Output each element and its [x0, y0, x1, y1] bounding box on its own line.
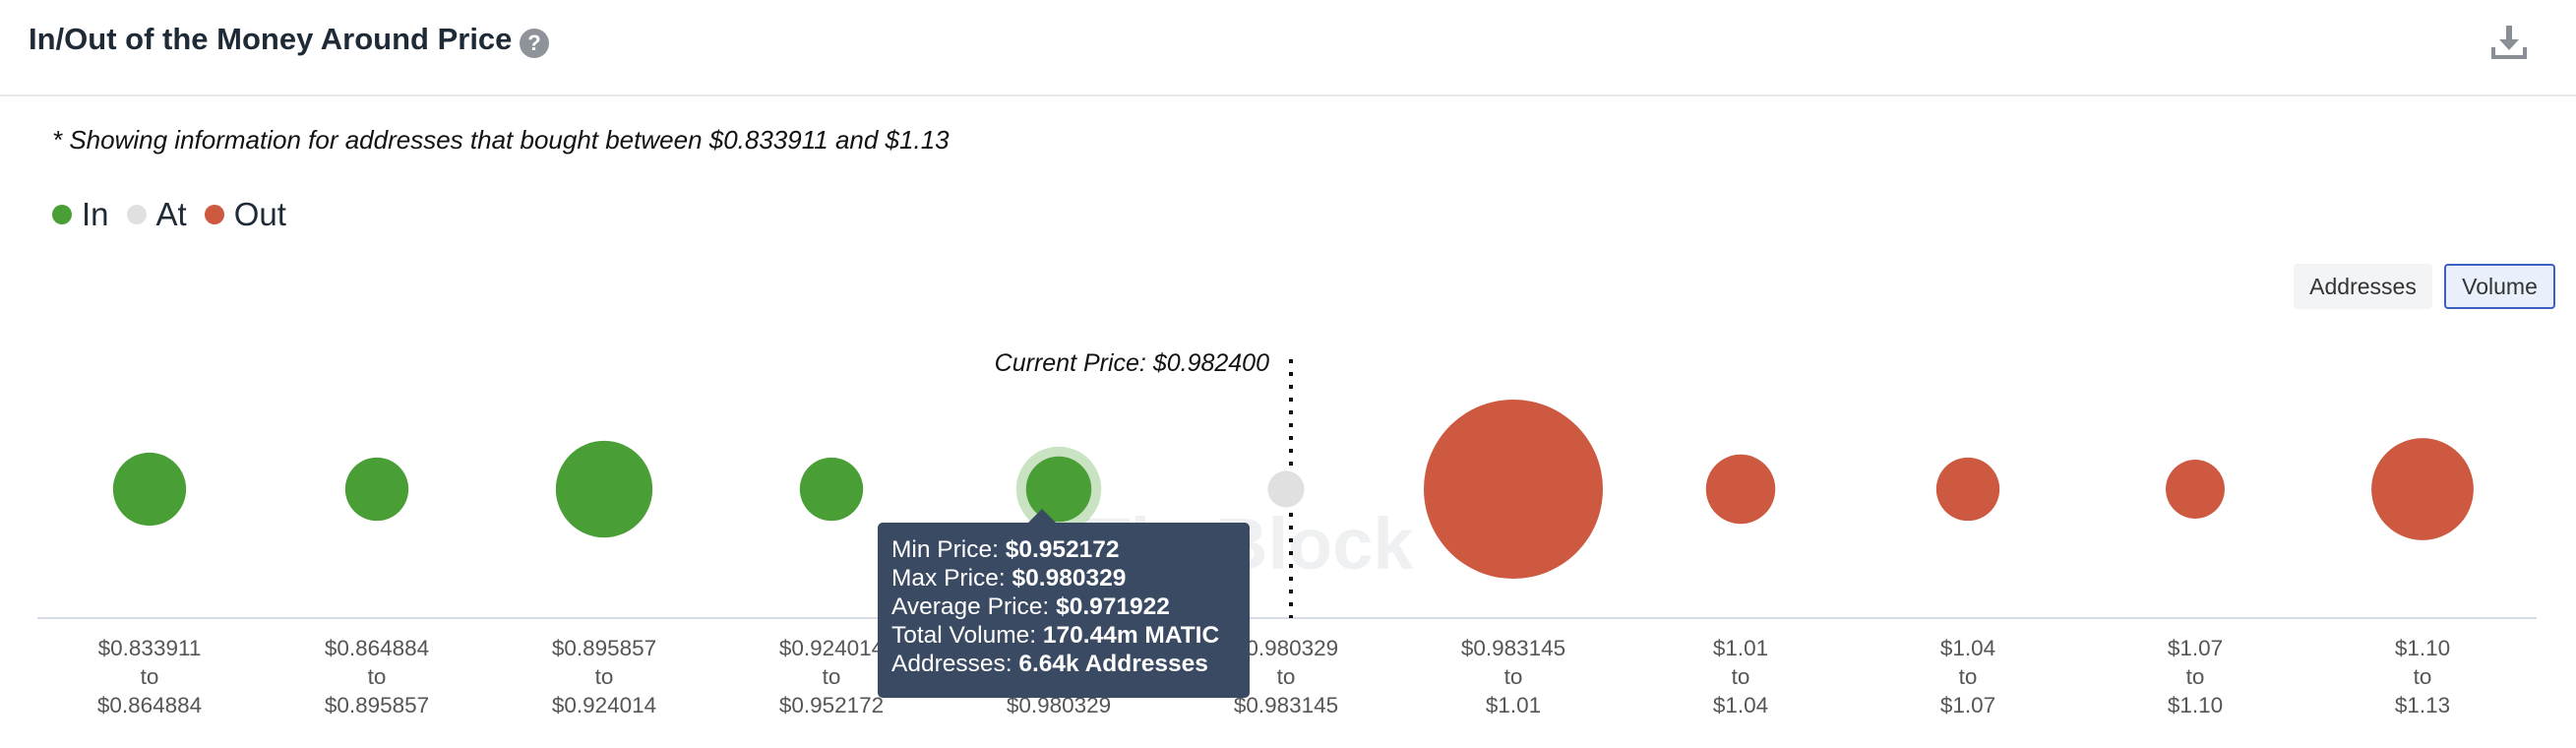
tick-label-connector: to — [368, 664, 387, 689]
tick-label-from: $0.864884 — [325, 636, 429, 660]
tick-label-to: $0.924014 — [552, 693, 656, 717]
legend-label-out: Out — [233, 196, 286, 232]
tick-label-to: $1.13 — [2395, 693, 2450, 717]
volume-toggle-button[interactable]: Volume — [2444, 264, 2555, 309]
bubble-in[interactable] — [555, 440, 653, 538]
tick-label-to: $0.983145 — [1234, 693, 1338, 717]
tick-label-from: $1.10 — [2395, 636, 2450, 660]
chart-header: In/Out of the Money Around Price ? — [0, 0, 2576, 96]
bubble-in[interactable] — [344, 457, 409, 522]
tooltip-avg-value: $0.971922 — [1056, 593, 1170, 620]
tick-label-from: $0.895857 — [552, 636, 656, 660]
tooltip-min-price: Min Price: $0.952172 — [891, 535, 1236, 564]
bubble-in[interactable] — [799, 457, 864, 522]
tick-label-connector: to — [141, 664, 159, 689]
tooltip-max-price: Max Price: $0.980329 — [891, 564, 1236, 592]
tooltip-min-label: Min Price: — [891, 536, 999, 563]
tooltip-addr-value: 6.64k Addresses — [1018, 651, 1208, 677]
bubble-out[interactable] — [1424, 400, 1603, 579]
tick-label-connector: to — [2414, 664, 2432, 689]
tick-label-connector: to — [1732, 664, 1750, 689]
info-note: * Showing information for addresses that… — [52, 125, 950, 155]
legend-dot-at — [126, 205, 147, 224]
tick-label-from: $0.980329 — [1234, 636, 1338, 660]
tick-label-from: $0.833911 — [98, 636, 202, 660]
tick-label-to: $0.895857 — [325, 693, 429, 717]
tooltip-min-value: $0.952172 — [1005, 536, 1120, 563]
tick-label-connector: to — [823, 664, 841, 689]
tooltip: Min Price: $0.952172 Max Price: $0.98032… — [878, 509, 1250, 698]
current-price-label: Current Price: $0.982400 — [995, 349, 1269, 377]
bubble-in[interactable] — [1025, 456, 1092, 523]
bubble-out[interactable] — [1705, 454, 1776, 525]
legend-item-out[interactable]: Out — [204, 196, 286, 233]
tick-label-from: $0.983145 — [1461, 636, 1565, 660]
bubble-out[interactable] — [2166, 460, 2225, 519]
tick-label-to: $1.10 — [2168, 693, 2223, 717]
tick-label-connector: to — [2186, 664, 2205, 689]
tooltip-vol-value: 170.44m MATIC — [1042, 622, 1220, 649]
tick-label-to: $1.07 — [1940, 693, 1995, 717]
tick-label-from: $1.04 — [1940, 636, 1995, 660]
legend-item-in[interactable]: In — [52, 196, 109, 233]
legend-item-at[interactable]: At — [126, 196, 187, 233]
tick-label-connector: to — [1959, 664, 1978, 689]
addresses-toggle-button[interactable]: Addresses — [2294, 264, 2432, 309]
legend-label-at: At — [155, 196, 187, 232]
bubble-out[interactable] — [2371, 438, 2474, 540]
legend: In At Out — [52, 195, 304, 234]
tick-label-connector: to — [595, 664, 614, 689]
tick-label-to: $0.864884 — [97, 693, 202, 717]
tooltip-max-value: $0.980329 — [1012, 565, 1127, 592]
tooltip-avg-label: Average Price: — [891, 593, 1050, 620]
tick-label-connector: to — [1504, 664, 1523, 689]
legend-dot-out — [204, 205, 224, 224]
tooltip-total-volume: Total Volume: 170.44m MATIC — [891, 621, 1236, 650]
tick-label-to: $1.04 — [1713, 693, 1768, 717]
tooltip-addresses: Addresses: 6.64k Addresses — [891, 650, 1236, 678]
page-title: In/Out of the Money Around Price — [29, 22, 513, 56]
legend-label-in: In — [82, 196, 109, 232]
tick-label-from: $1.01 — [1713, 636, 1768, 660]
tick-label-from: $1.07 — [2168, 636, 2223, 660]
tooltip-vol-label: Total Volume: — [891, 622, 1037, 649]
tick-label-to: $1.01 — [1486, 693, 1541, 717]
tick-label-connector: to — [1277, 664, 1296, 689]
bubble-out[interactable] — [1935, 457, 2000, 522]
bubble-at[interactable] — [1267, 470, 1305, 508]
tooltip-max-label: Max Price: — [891, 565, 1006, 592]
tooltip-average-price: Average Price: $0.971922 — [891, 592, 1236, 621]
legend-dot-in — [52, 205, 72, 224]
tick-label-to: $0.952172 — [779, 693, 884, 717]
tick-label-from: $0.924014 — [779, 636, 884, 660]
tooltip-addr-label: Addresses: — [891, 651, 1012, 677]
question-circle-icon[interactable]: ? — [520, 29, 549, 58]
download-icon[interactable] — [2489, 22, 2529, 61]
bubble-in[interactable] — [112, 452, 187, 527]
